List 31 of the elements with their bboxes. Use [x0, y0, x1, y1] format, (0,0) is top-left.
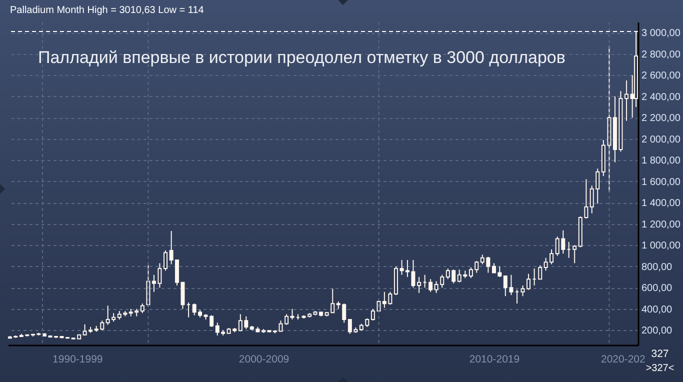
y-tick-label: 2 600,00 [642, 70, 681, 82]
y-tick-label: 3 000,00 [642, 28, 681, 40]
y-tick-label: 1 000,00 [642, 240, 681, 252]
candlestick [624, 80, 629, 122]
y-tick-label: 1 600,00 [642, 176, 681, 188]
candlestick [428, 278, 433, 292]
y-tick-label: 2 800,00 [642, 49, 681, 60]
candlestick [370, 308, 375, 322]
candlestick [140, 303, 144, 314]
y-tick-label: 2 400,00 [642, 92, 681, 103]
candlestick [164, 250, 168, 272]
text: Palladium Month High = 3010,63 Low = 114 [10, 5, 204, 16]
y-tick-label: 600,00 [642, 283, 673, 294]
text: >327< [646, 363, 674, 374]
text: Палладий впервые в истории преодолел отметку в 3000 долларов [38, 48, 566, 67]
text: 327 [651, 348, 669, 360]
y-tick-label: 400,00 [642, 304, 673, 316]
candlestick [538, 264, 542, 280]
x-tick-label: 2000-2009 [238, 354, 290, 366]
y-tick-label: 800,00 [642, 262, 673, 273]
x-tick-label: 1990-1999 [52, 354, 103, 366]
x-tick-label: 2020-202 [600, 354, 646, 366]
candlestick [572, 244, 577, 264]
y-tick-label: 2 000,00 [642, 134, 681, 146]
x-tick-label: 2010-2019 [469, 354, 520, 366]
y-tick-label: 1 200,00 [642, 219, 681, 230]
y-tick-label: 200,00 [642, 326, 673, 337]
y-tick-label: 2 200,00 [642, 113, 681, 124]
y-tick-label: 1 800,00 [642, 156, 681, 167]
candlestick [417, 276, 422, 294]
y-tick-label: 1 400,00 [642, 198, 681, 210]
